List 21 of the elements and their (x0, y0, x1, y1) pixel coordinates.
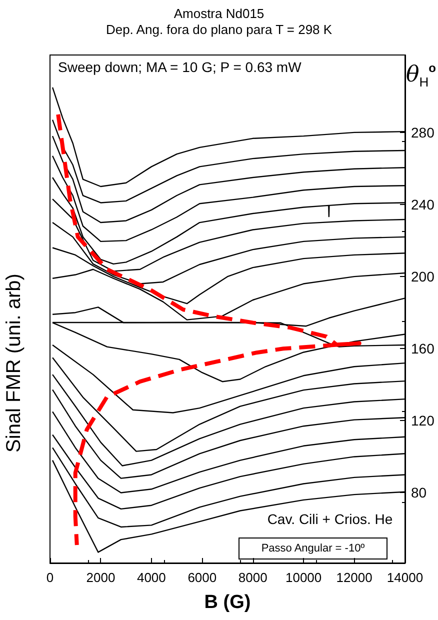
chart-subtitle: Dep. Ang. fora do plano para T = 298 K (106, 22, 332, 37)
x-tick-label: 0 (46, 570, 54, 585)
y-tick-label: 160 (411, 340, 435, 357)
x-tick-label: 6000 (188, 570, 217, 585)
x-axis-title: B (G) (204, 592, 251, 613)
annotation: Sweep down; MA = 10 G; P = 0.63 mW (58, 59, 302, 75)
y-tick-label: 80 (411, 484, 427, 501)
x-tick-label: 8000 (238, 570, 268, 585)
y-tick-label: 280 (411, 124, 435, 140)
x-tick-label: 14000 (386, 570, 424, 585)
y-tick-label: 200 (411, 268, 435, 285)
x-tick-label: 4000 (136, 570, 166, 585)
x-tick-label: 12000 (336, 570, 372, 585)
x-tick-label: 2000 (86, 570, 116, 585)
y-tick-label: 240 (411, 196, 435, 213)
x-tick-label: 10000 (285, 570, 322, 585)
annotation: Cav. Cili + Crios. He (267, 511, 393, 527)
y-tick-label: 120 (411, 412, 435, 429)
annotation: Passo Angular = -10º (261, 542, 365, 554)
chart-title: Amostra Nd015 (174, 6, 264, 21)
y-axis-title: Sinal FMR (uni. arb) (3, 274, 25, 452)
